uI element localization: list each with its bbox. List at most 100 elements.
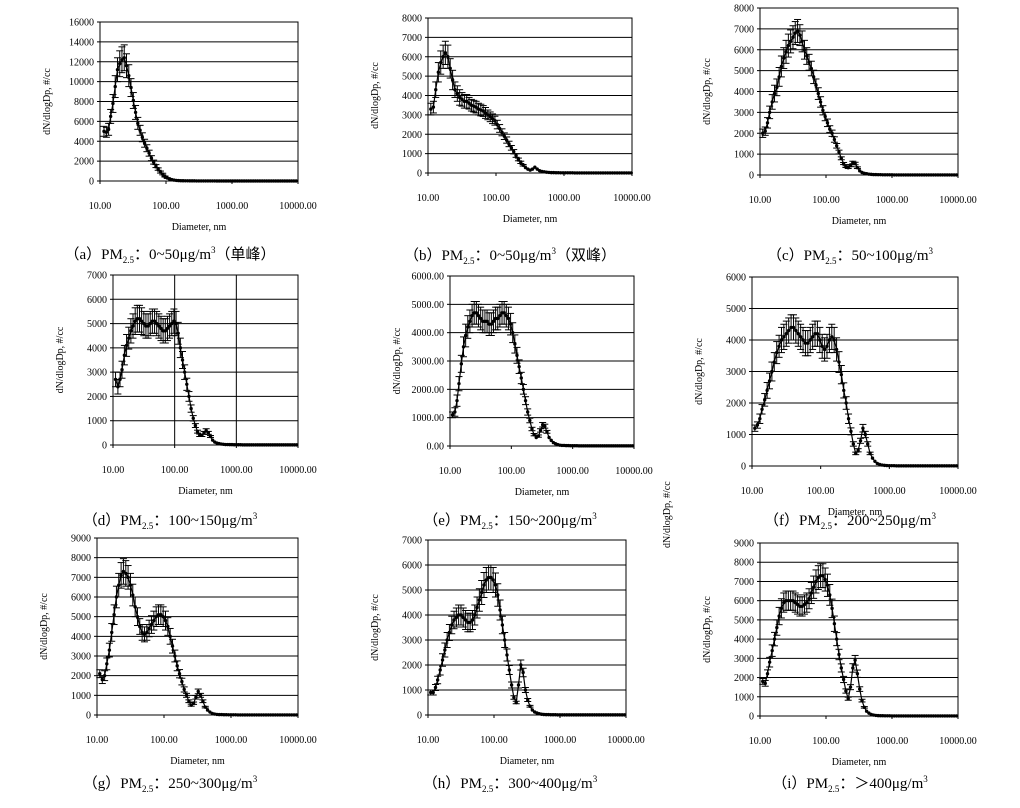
chart-svg: 0 1000 2000 3000 4000 5000 6000 10.00 100.00 1000… — [694, 273, 977, 519]
panel-caption: （d）PM2.5：100~150μg/m3 — [0, 512, 340, 531]
data-point — [175, 664, 179, 668]
data-point — [508, 322, 513, 326]
data-point — [440, 658, 445, 662]
y-tick-label: 1000 — [402, 686, 422, 697]
data-point — [146, 324, 150, 328]
data-point — [119, 573, 123, 578]
data-point — [830, 131, 834, 135]
y-tick-label: 5000 — [87, 319, 107, 330]
data-point — [828, 593, 832, 597]
x-tick-label: 10.00 — [86, 735, 109, 746]
data-point — [549, 170, 554, 175]
data-point — [839, 372, 844, 377]
data-point — [855, 165, 860, 170]
x-axis-title: Diameter, nm — [500, 756, 555, 767]
data-point — [868, 451, 872, 456]
caption-mid: ：＞400μg/m — [839, 776, 924, 792]
data-point — [446, 55, 450, 59]
x-tick-label: 10.00 — [439, 466, 462, 477]
data-point — [858, 687, 862, 691]
panel-caption: （i）PM2.5：＞400μg/m3 — [680, 775, 1020, 794]
y-tick-label: 1000 — [734, 692, 754, 703]
y-tick-label: 6000 — [734, 596, 754, 607]
data-point — [782, 335, 786, 339]
panel-caption: （e）PM2.5：150~200μg/m3 — [340, 512, 680, 531]
data-point — [809, 591, 814, 595]
chart-panel-f: 0 1000 2000 3000 4000 5000 6000 10.00 100.00 1000… — [680, 269, 1020, 538]
data-point — [791, 325, 796, 330]
y-axis-title: dN/dlogDp, #/cc — [370, 62, 381, 129]
data-point — [294, 179, 298, 183]
y-tick-label: 2000 — [734, 129, 754, 140]
data-point — [154, 164, 158, 168]
data-point — [832, 622, 837, 626]
data-point — [483, 111, 488, 115]
data-point — [485, 319, 489, 324]
data-point — [563, 171, 568, 175]
data-point — [573, 171, 577, 175]
y-tick-label: 9000 — [734, 539, 754, 550]
data-point — [866, 442, 870, 446]
data-point — [194, 695, 198, 699]
y-tick-label: 8000 — [734, 4, 754, 15]
data-point — [935, 464, 939, 468]
data-point — [545, 430, 549, 434]
data-point — [811, 75, 816, 79]
data-point — [630, 444, 635, 448]
data-point — [457, 95, 462, 100]
data-point — [476, 313, 481, 318]
x-tick-label: 1000.00 — [548, 193, 581, 204]
data-point — [834, 637, 839, 641]
y-tick-label: 8000 — [402, 14, 422, 25]
data-point — [278, 713, 282, 717]
data-point — [794, 328, 798, 333]
data-point — [112, 613, 116, 617]
data-point — [793, 31, 797, 35]
data-point — [243, 713, 247, 717]
x-tick-label: 10000.00 — [939, 736, 977, 747]
chart-panel-i: 0 1000 2000 3000 4000 5000 6000 7000 8000 9000 10.… — [680, 538, 1020, 807]
data-point — [163, 618, 168, 623]
data-point — [818, 100, 823, 104]
data-point — [897, 464, 901, 468]
data-point — [536, 434, 541, 438]
data-point — [491, 578, 495, 582]
x-tick-label: 100.00 — [812, 195, 840, 206]
data-point — [133, 319, 137, 323]
data-point — [815, 332, 820, 336]
caption-prefix: （i）PM — [772, 776, 829, 792]
x-axis-title: Diameter, nm — [828, 507, 883, 518]
data-point — [429, 107, 433, 111]
x-tick-label: 1000.00 — [876, 195, 909, 206]
y-tick-label: 9000 — [71, 534, 91, 545]
y-tick-label: 7000 — [87, 271, 107, 282]
data-point — [142, 321, 146, 326]
data-point — [830, 335, 834, 339]
data-point — [822, 347, 827, 352]
data-point — [488, 115, 492, 119]
data-point — [775, 625, 779, 630]
data-point — [814, 579, 818, 584]
data-point — [808, 338, 812, 342]
y-tick-label: 8000 — [71, 553, 91, 564]
caption-suffix: （双峰） — [555, 248, 616, 264]
data-point — [127, 336, 131, 340]
y-tick-label: 5000 — [71, 612, 91, 623]
data-point — [147, 151, 151, 155]
caption-prefix: （f）PM — [764, 513, 821, 529]
data-point — [848, 685, 853, 689]
data-point — [152, 618, 156, 623]
y-tick-label: 7000 — [734, 24, 754, 35]
y-tick-label: 16000 — [69, 18, 94, 29]
x-axis-title: Diameter, nm — [170, 756, 225, 767]
data-point — [118, 62, 122, 66]
data-point — [113, 84, 117, 89]
caption-sup: 3 — [592, 774, 598, 784]
data-point — [436, 70, 441, 74]
data-point — [589, 171, 593, 175]
data-point — [952, 464, 956, 468]
data-point — [765, 672, 770, 676]
y-tick-label: 2000 — [87, 392, 107, 403]
data-point — [911, 464, 915, 468]
data-point — [159, 326, 163, 331]
